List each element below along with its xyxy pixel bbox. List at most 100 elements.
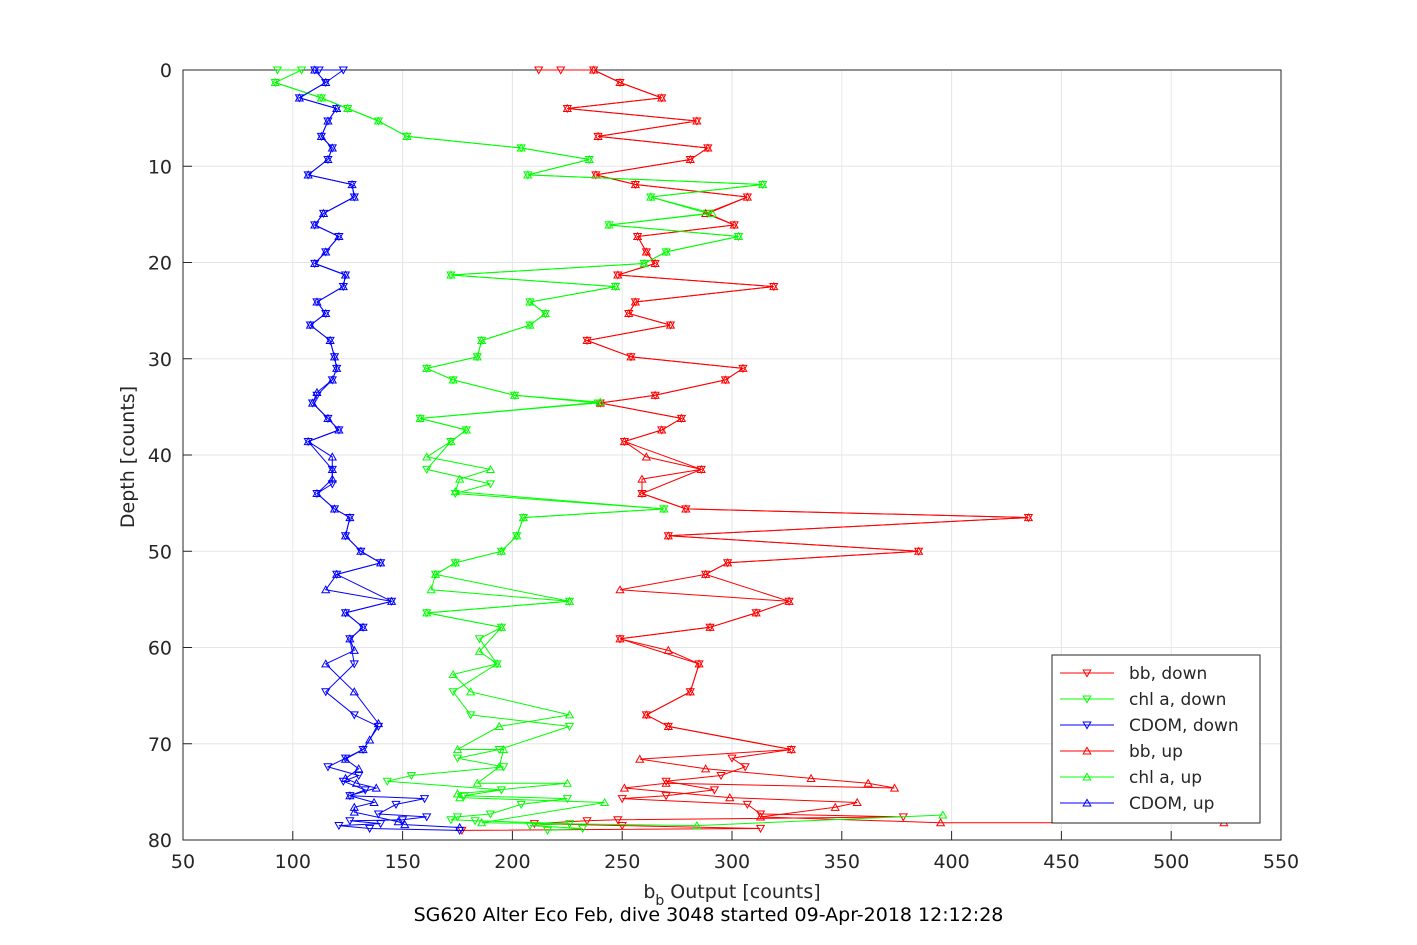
data-point: [476, 335, 487, 345]
data-point: [296, 66, 307, 75]
data-point: [509, 390, 520, 399]
data-point: [307, 398, 318, 407]
data-point: [681, 504, 691, 513]
data-point: [564, 722, 575, 732]
data-point: [327, 452, 337, 461]
data-point: [354, 771, 364, 781]
legend-label: bb, up: [1129, 742, 1183, 762]
x-tick-label: 100: [275, 851, 311, 873]
legend-item: chl a, down: [1060, 690, 1226, 710]
data-point: [516, 143, 526, 152]
data-point: [321, 585, 331, 594]
data-point: [751, 608, 761, 617]
data-point: [349, 807, 359, 816]
x-axis-label: bb Output [counts]: [643, 881, 820, 909]
data-point: [676, 413, 687, 422]
data-point: [707, 208, 717, 217]
data-point: [321, 77, 331, 87]
data-point: [321, 308, 331, 318]
data-point: [312, 488, 322, 498]
data-point: [650, 258, 660, 268]
data-point: [397, 816, 408, 825]
data-point: [303, 170, 313, 179]
data-point: [450, 558, 460, 567]
data-point: [755, 824, 766, 834]
data-point: [485, 464, 496, 473]
data-point: [303, 436, 313, 446]
data-point: [450, 486, 460, 496]
data-point: [578, 824, 588, 834]
data-point: [364, 824, 375, 834]
data-point: [375, 820, 386, 829]
data-point: [564, 710, 575, 719]
data-point: [615, 77, 625, 87]
data-point: [742, 800, 753, 810]
data-point: [630, 297, 641, 306]
data-point: [391, 800, 401, 810]
data-point: [375, 558, 386, 567]
data-point: [334, 425, 344, 434]
data-point: [452, 813, 463, 822]
data-point: [556, 66, 566, 75]
data-point: [358, 744, 368, 754]
data-point: [373, 810, 384, 819]
data-point: [692, 116, 702, 125]
data-point: [455, 474, 465, 483]
data-point: [334, 231, 344, 241]
data-point: [345, 791, 355, 800]
data-point: [338, 281, 348, 291]
data-point: [422, 363, 432, 372]
data-point: [358, 622, 368, 631]
data-point: [347, 179, 357, 189]
data-point: [470, 817, 480, 826]
x-axis-label-subscript: b: [655, 893, 664, 909]
x-tick-label: 450: [1043, 851, 1079, 873]
data-point: [542, 826, 553, 835]
data-point: [340, 754, 351, 763]
legend-item: CDOM, up: [1060, 794, 1214, 814]
data-point: [650, 390, 660, 399]
x-tick-label: 150: [384, 851, 420, 873]
data-point: [327, 464, 337, 473]
data-point: [323, 413, 333, 422]
data-point: [455, 793, 465, 802]
data-point: [340, 531, 351, 540]
data-point: [323, 116, 333, 125]
data-point: [472, 352, 482, 361]
legend: bb, down chl a, down CDOM, down bb, up chl a…: [1051, 654, 1261, 824]
legend-marker: [1082, 695, 1092, 704]
data-point: [641, 247, 652, 256]
data-point: [345, 512, 355, 522]
data-point: [340, 773, 351, 782]
data-point: [327, 474, 337, 483]
data-point: [938, 810, 948, 819]
legend-marker: [1082, 798, 1092, 807]
data-point: [786, 744, 796, 754]
y-tick-label: 80: [148, 830, 172, 852]
y-tick-label: 20: [148, 253, 172, 275]
data-point: [310, 220, 320, 229]
data-point: [305, 320, 316, 329]
data-point: [485, 480, 496, 489]
data-point: [369, 797, 379, 807]
data-point: [422, 608, 432, 617]
data-point: [323, 154, 333, 164]
x-tick-label: 250: [604, 851, 640, 873]
legend-item: CDOM, down: [1060, 716, 1239, 736]
data-point: [466, 687, 476, 696]
data-point: [685, 154, 695, 164]
data-point: [637, 488, 647, 498]
data-point: [373, 116, 384, 125]
series-layer: [270, 65, 1229, 835]
data-point: [525, 822, 535, 831]
data-point: [700, 764, 711, 773]
data-point: [494, 721, 504, 730]
data-point: [564, 596, 575, 605]
legend-label: CDOM, down: [1129, 716, 1239, 736]
x-axis-label-main: b: [643, 881, 655, 903]
data-point: [422, 465, 432, 475]
data-point: [588, 65, 599, 74]
data-point: [755, 812, 766, 821]
data-point: [738, 363, 748, 372]
